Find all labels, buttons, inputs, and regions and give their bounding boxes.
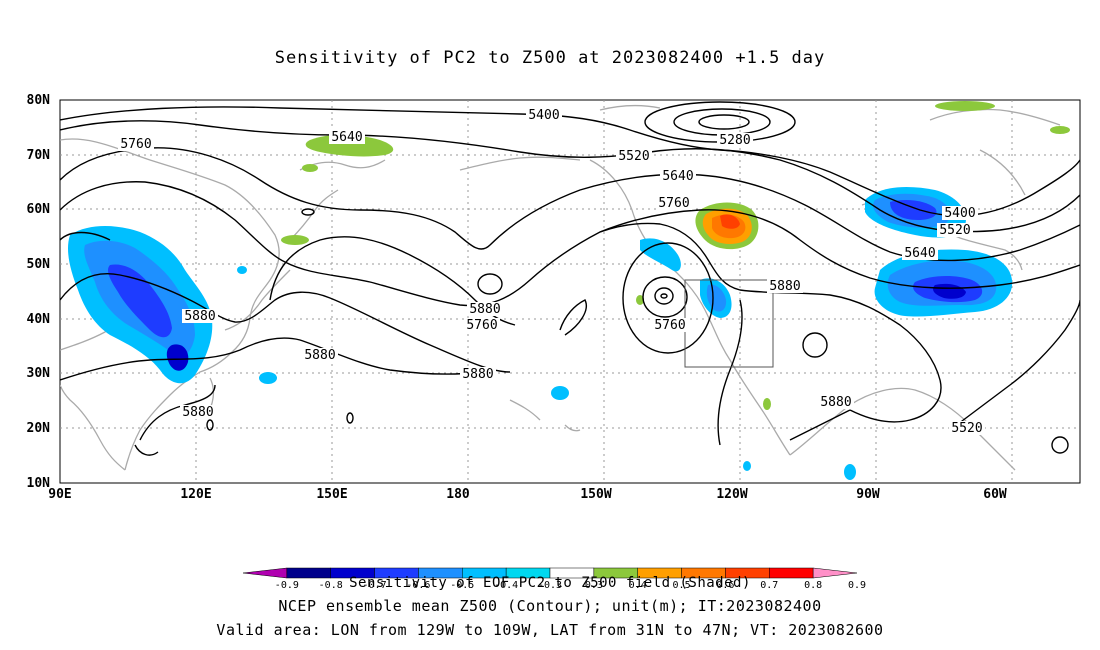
shade-green-2 — [281, 235, 309, 245]
shade-green-7 — [763, 398, 771, 410]
contour-label: 5760 — [654, 318, 685, 333]
contour-label: 5520 — [618, 149, 649, 164]
lat-label: 10N — [27, 476, 51, 491]
lat-label: 60N — [27, 202, 51, 217]
colorbar-tick-label: 0.4 — [629, 580, 647, 591]
colorbar-tick-label: -0.6 — [406, 580, 430, 591]
colorbar-tick-label: -0.7 — [363, 580, 387, 591]
colorbar-tick-label: 0.6 — [716, 580, 734, 591]
lon-label: 120E — [180, 487, 211, 502]
shade-green-arctic — [305, 134, 394, 157]
contour-label: 5400 — [944, 206, 975, 221]
shade-small-4 — [844, 464, 856, 480]
shade-small-3 — [551, 386, 569, 400]
shade-positive-hot — [720, 214, 740, 229]
lat-label: 50N — [27, 257, 51, 272]
shade-green-5 — [1050, 126, 1070, 134]
lat-label: 30N — [27, 366, 51, 381]
colorbar-swatch — [812, 567, 858, 579]
lon-label: 90W — [856, 487, 880, 502]
footer-valid-area: Valid area: LON from 129W to 109W, LAT f… — [216, 621, 884, 639]
contour-label: 5400 — [528, 108, 559, 123]
lon-label: 180 — [446, 487, 470, 502]
lon-label: 120W — [716, 487, 747, 502]
contour-label: 5520 — [939, 223, 970, 238]
lon-axis-labels: 90E 120E 150E 180 150W 120W 90W 60W — [48, 487, 1007, 502]
contour-label: 5640 — [331, 130, 362, 145]
lat-axis-labels: 80N 70N 60N 50N 40N 30N 20N 10N — [27, 93, 51, 491]
shade-west-coast-inner — [706, 284, 727, 312]
colorbar-tick-label: 0.9 — [848, 580, 866, 591]
colorbar-tick-label: -0.9 — [275, 580, 299, 591]
shade-green-6 — [636, 295, 644, 305]
colorbar-tick-label: 0.8 — [804, 580, 822, 591]
lat-label: 20N — [27, 421, 51, 436]
contour-label: 5880 — [182, 405, 213, 420]
contour-label: 5640 — [904, 246, 935, 261]
contour-label: 5880 — [469, 302, 500, 317]
shade-small-5 — [743, 461, 751, 471]
colorbar-tick-label: 0.3 — [585, 580, 603, 591]
lat-label: 80N — [27, 93, 51, 108]
colorbar-tick-label: -0.3 — [538, 580, 562, 591]
colorbar-tick-label: 0.5 — [673, 580, 691, 591]
shade-east-asia-core — [166, 344, 189, 371]
footer-shaded-desc: Sensitivity of EOF PC2 to Z500 field (Sh… — [349, 575, 751, 591]
lat-label: 40N — [27, 312, 51, 327]
colorbar-tick-label: 0.7 — [760, 580, 778, 591]
colorbar-tick-label: -0.4 — [494, 580, 518, 591]
contour-label: 5880 — [304, 348, 335, 363]
lon-label: 150W — [580, 487, 611, 502]
lat-label: 70N — [27, 148, 51, 163]
map-frame — [59, 99, 1081, 484]
lon-label: 90E — [48, 487, 71, 502]
footer-contour-desc: NCEP ensemble mean Z500 (Contour); unit(… — [278, 597, 822, 615]
contour-label: 5880 — [184, 309, 215, 324]
contour-label: 5880 — [769, 279, 800, 294]
contour-label: 5880 — [820, 395, 851, 410]
contour-label: 5760 — [466, 318, 497, 333]
shade-green-4 — [935, 101, 995, 111]
contour-label: 5280 — [719, 133, 750, 148]
contour-label: 5760 — [120, 137, 151, 152]
shade-green-3 — [302, 164, 318, 172]
colorbar-tick-label: -0.5 — [450, 580, 474, 591]
contour-label: 5640 — [662, 169, 693, 184]
lon-label: 150E — [316, 487, 347, 502]
contour-label: 5760 — [658, 196, 689, 211]
lon-label: 60W — [983, 487, 1007, 502]
shade-small-1 — [259, 372, 277, 384]
contour-label: 5880 — [462, 367, 493, 382]
shade-east-asia-inner — [107, 264, 172, 338]
sensitivity-shading — [67, 101, 1070, 480]
colorbar: -0.9 -0.8 -0.7 -0.6 -0.5 -0.4 -0.3 0.3 0.4 0.5 0.6… — [242, 567, 866, 591]
colorbar-tick-label: -0.8 — [319, 580, 343, 591]
contour-labels: 5280540055205640576058805400552056405760… — [118, 108, 985, 436]
shade-atlantic-north-inner — [890, 200, 937, 220]
shade-small-2 — [237, 266, 247, 274]
contour-label: 5520 — [951, 421, 982, 436]
chart-title: Sensitivity of PC2 to Z500 at 2023082400… — [274, 48, 826, 68]
graticule — [60, 100, 1080, 483]
